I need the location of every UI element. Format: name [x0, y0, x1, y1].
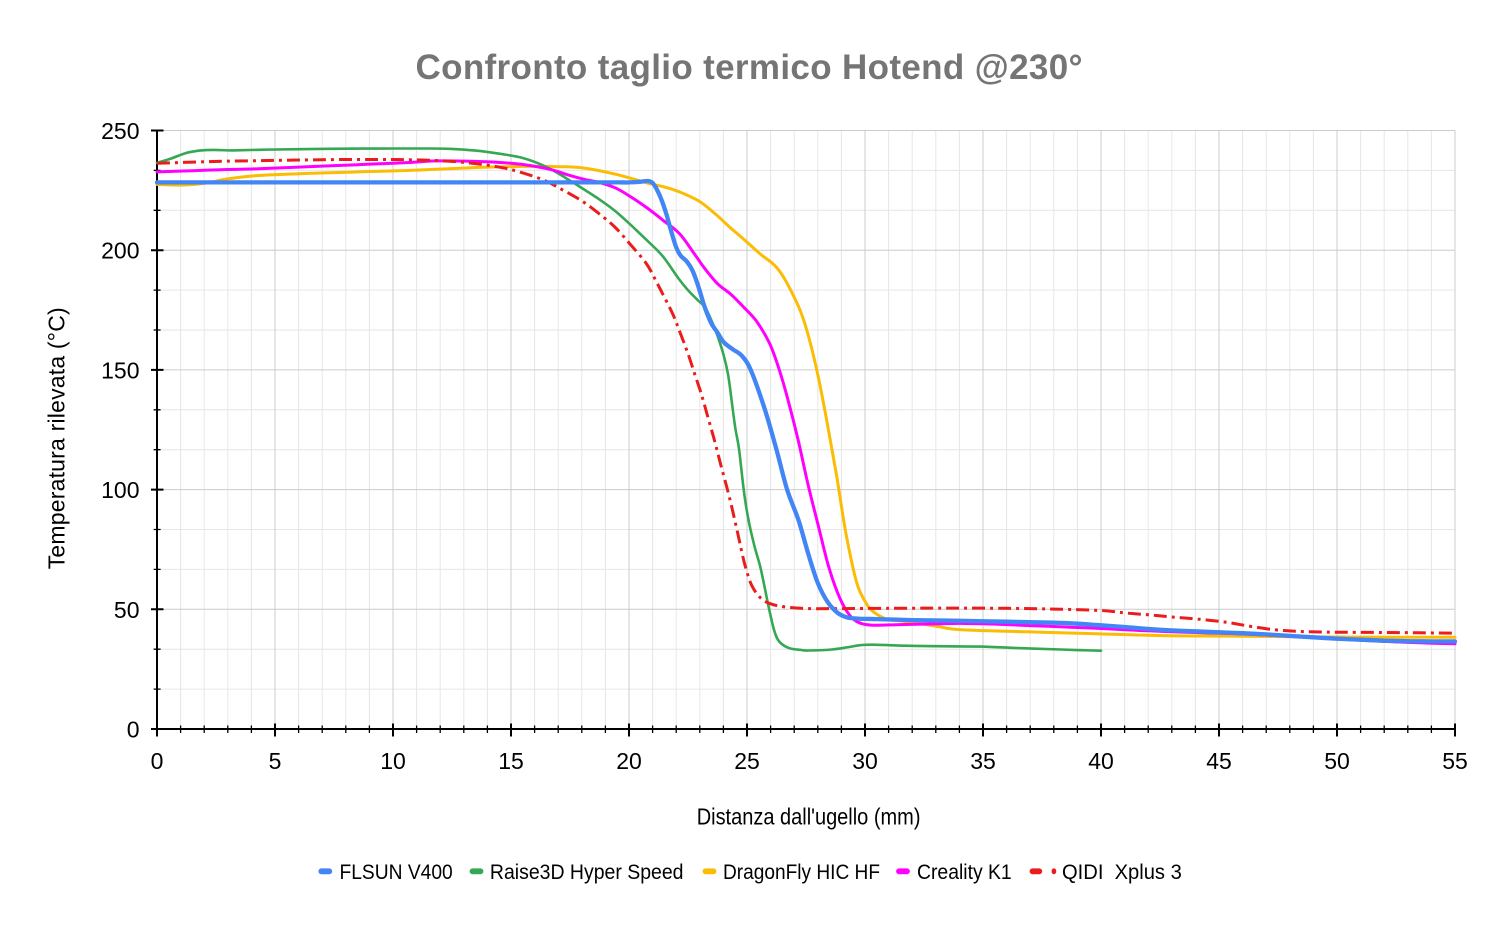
svg-text:100: 100	[101, 477, 139, 503]
svg-text:200: 200	[101, 238, 139, 264]
svg-text:Raise3D Hyper Speed: Raise3D Hyper Speed	[490, 861, 684, 884]
svg-text:Temperatura rilevata (°C): Temperatura rilevata (°C)	[44, 307, 70, 569]
svg-text:250: 250	[101, 118, 139, 144]
svg-text:55: 55	[1442, 748, 1468, 774]
svg-text:0: 0	[127, 717, 140, 743]
svg-text:DragonFly HIC HF: DragonFly HIC HF	[723, 861, 880, 884]
svg-text:Distanza dall'ugello (mm): Distanza dall'ugello (mm)	[697, 803, 921, 829]
svg-text:10: 10	[380, 748, 406, 774]
svg-text:Confronto taglio termico Hoten: Confronto taglio termico Hotend @230°	[416, 48, 1083, 87]
svg-text:15: 15	[498, 748, 524, 774]
svg-text:40: 40	[1088, 748, 1114, 774]
svg-text:50: 50	[1324, 748, 1350, 774]
svg-text:0: 0	[151, 748, 164, 774]
svg-text:150: 150	[101, 357, 139, 383]
svg-text:20: 20	[616, 748, 642, 774]
svg-text:50: 50	[114, 597, 140, 623]
svg-text:25: 25	[734, 748, 760, 774]
svg-text:QIDI Xplus 3: QIDI Xplus 3	[1062, 861, 1182, 884]
svg-text:30: 30	[852, 748, 878, 774]
svg-text:Creality K1: Creality K1	[917, 861, 1012, 884]
svg-text:FLSUN V400: FLSUN V400	[340, 861, 453, 884]
svg-text:35: 35	[970, 748, 996, 774]
svg-text:45: 45	[1206, 748, 1232, 774]
svg-text:5: 5	[269, 748, 282, 774]
